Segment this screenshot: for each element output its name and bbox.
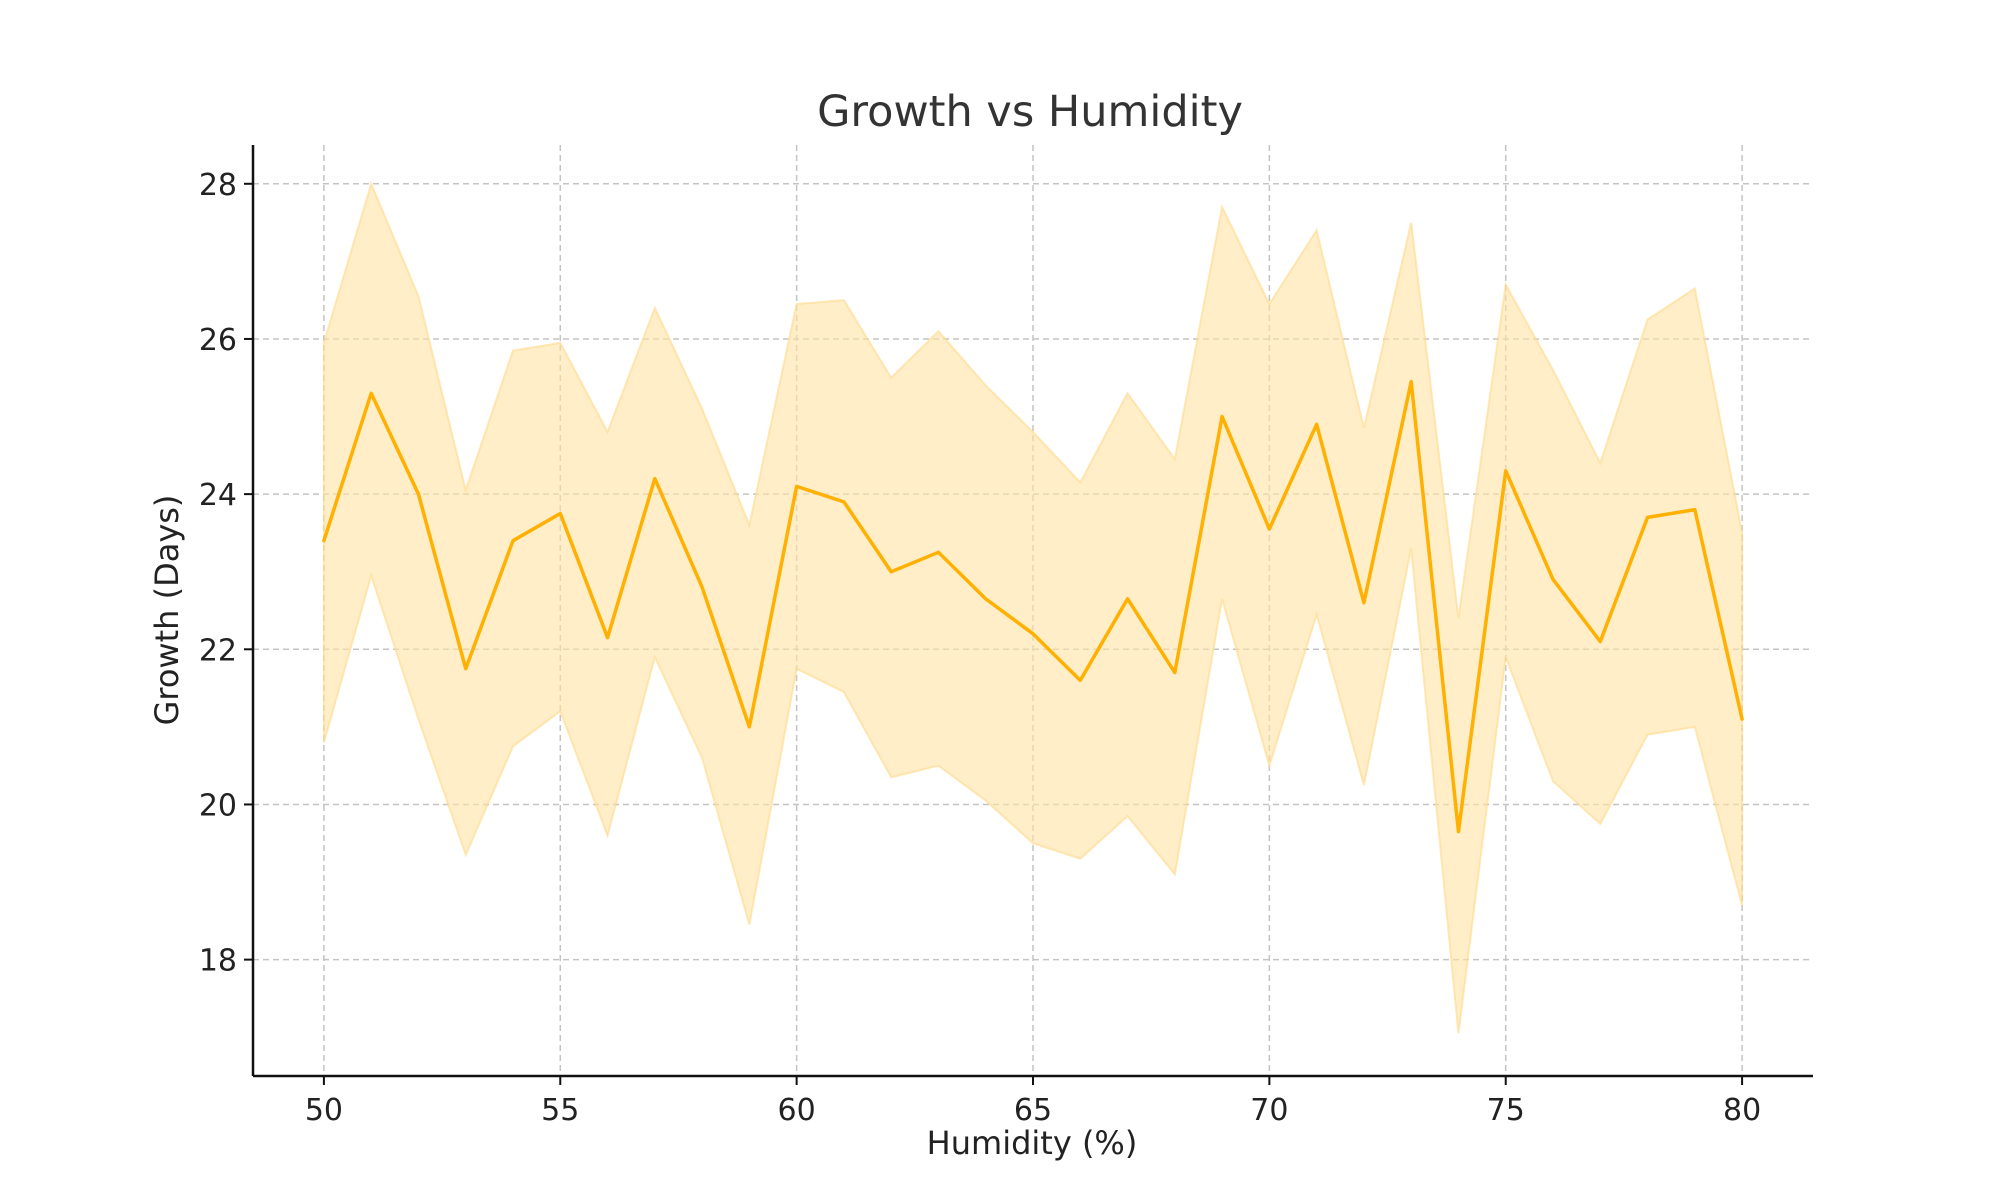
y-axis-label: Growth (Days) xyxy=(148,495,186,726)
y-tick-label-24: 24 xyxy=(199,478,237,513)
x-tick-label-55: 55 xyxy=(541,1093,579,1128)
x-tick-label-75: 75 xyxy=(1487,1093,1525,1128)
y-tick-label-26: 26 xyxy=(199,323,237,358)
x-tick-label-70: 70 xyxy=(1250,1093,1288,1128)
x-tick-label-65: 65 xyxy=(1014,1093,1052,1128)
x-tick-label-60: 60 xyxy=(778,1093,816,1128)
confidence-band-0 xyxy=(322,180,1744,1034)
y-tick-label-28: 28 xyxy=(199,168,237,203)
confidence-band-layer xyxy=(322,180,1744,1034)
x-axis-label: Humidity (%) xyxy=(927,1124,1138,1162)
chart-title: Growth vs Humidity xyxy=(817,87,1243,137)
x-tick-label-80: 80 xyxy=(1723,1093,1761,1128)
y-tick-label-20: 20 xyxy=(199,788,237,823)
series-line-0 xyxy=(322,379,1744,834)
tick-labels: 50 55 60 65 70 75 80 18 20 22 24 26 28 xyxy=(199,168,1761,1128)
series-line-layer xyxy=(322,379,1744,834)
y-tick-label-18: 18 xyxy=(199,944,237,979)
x-tick-label-50: 50 xyxy=(305,1093,343,1128)
y-tick-label-22: 22 xyxy=(199,633,237,668)
